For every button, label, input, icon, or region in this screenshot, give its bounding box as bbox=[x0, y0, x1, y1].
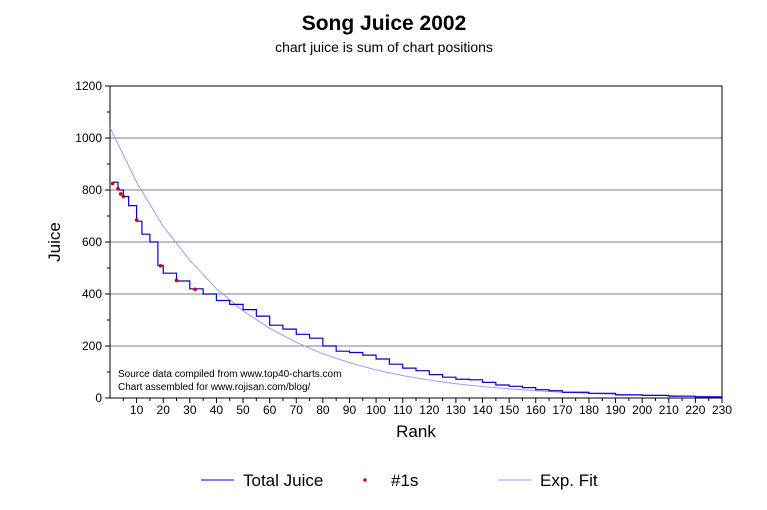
x-tick-label: 220 bbox=[685, 403, 705, 417]
x-tick-label: 140 bbox=[473, 403, 493, 417]
legend-label-total-juice: Total Juice bbox=[243, 471, 323, 490]
chart-title: Song Juice 2002 bbox=[302, 12, 467, 35]
y-tick-label: 600 bbox=[82, 235, 102, 249]
y-tick-label: 1200 bbox=[75, 79, 102, 93]
x-tick-label: 230 bbox=[712, 403, 732, 417]
x-tick-label: 80 bbox=[316, 403, 330, 417]
x-tick-label: 160 bbox=[526, 403, 546, 417]
y-tick-label: 0 bbox=[95, 391, 102, 405]
x-tick-label: 190 bbox=[606, 403, 626, 417]
number-one-point bbox=[175, 279, 179, 283]
x-tick-label: 200 bbox=[632, 403, 652, 417]
number-one-point bbox=[159, 264, 163, 268]
legend-label-number-ones: #1s bbox=[391, 471, 418, 490]
x-tick-label: 120 bbox=[419, 403, 439, 417]
y-tick-label: 200 bbox=[82, 339, 102, 353]
plot-area: 0 200 400 600 800 1000 1200 10 20 30 40 50 60 70 80 90 1… bbox=[75, 79, 732, 417]
x-tick-label: 70 bbox=[290, 403, 304, 417]
number-one-point bbox=[122, 195, 126, 199]
x-tick-label: 170 bbox=[552, 403, 572, 417]
x-tick-label: 20 bbox=[157, 403, 171, 417]
x-tick-label: 60 bbox=[263, 403, 277, 417]
x-tick-label: 90 bbox=[343, 403, 357, 417]
series-total-juice-line bbox=[113, 182, 722, 397]
x-tick-label: 100 bbox=[366, 403, 386, 417]
x-tick-label: 30 bbox=[183, 403, 197, 417]
y-tick-label: 800 bbox=[82, 183, 102, 197]
legend: Total Juice #1s Exp. Fit bbox=[201, 471, 598, 490]
x-tick-label: 210 bbox=[659, 403, 679, 417]
number-one-point bbox=[116, 187, 120, 191]
x-tick-label: 150 bbox=[499, 403, 519, 417]
number-one-point bbox=[111, 182, 115, 186]
number-one-point bbox=[193, 288, 197, 292]
x-tick-label: 110 bbox=[393, 403, 412, 417]
x-tick-label: 130 bbox=[446, 403, 466, 417]
x-axis-title: Rank bbox=[396, 422, 436, 441]
series-exp-fit-line bbox=[110, 128, 722, 397]
legend-swatch-number-ones bbox=[363, 478, 367, 482]
chart-subtitle: chart juice is sum of chart positions bbox=[275, 39, 493, 55]
x-tick-label: 10 bbox=[130, 403, 144, 417]
assembly-note: Chart assembled for www.rojisan.com/blog… bbox=[118, 382, 311, 393]
y-tick-label: 1000 bbox=[75, 131, 102, 145]
legend-label-exp-fit: Exp. Fit bbox=[540, 471, 598, 490]
x-tick-label: 180 bbox=[579, 403, 599, 417]
number-one-point bbox=[119, 192, 123, 196]
x-tick-label: 50 bbox=[236, 403, 250, 417]
y-tick-label: 400 bbox=[82, 287, 102, 301]
x-tick-label: 40 bbox=[210, 403, 224, 417]
number-one-point bbox=[135, 218, 139, 222]
source-note: Source data compiled from www.top40-char… bbox=[118, 369, 341, 380]
y-axis-title: Juice bbox=[45, 222, 64, 262]
